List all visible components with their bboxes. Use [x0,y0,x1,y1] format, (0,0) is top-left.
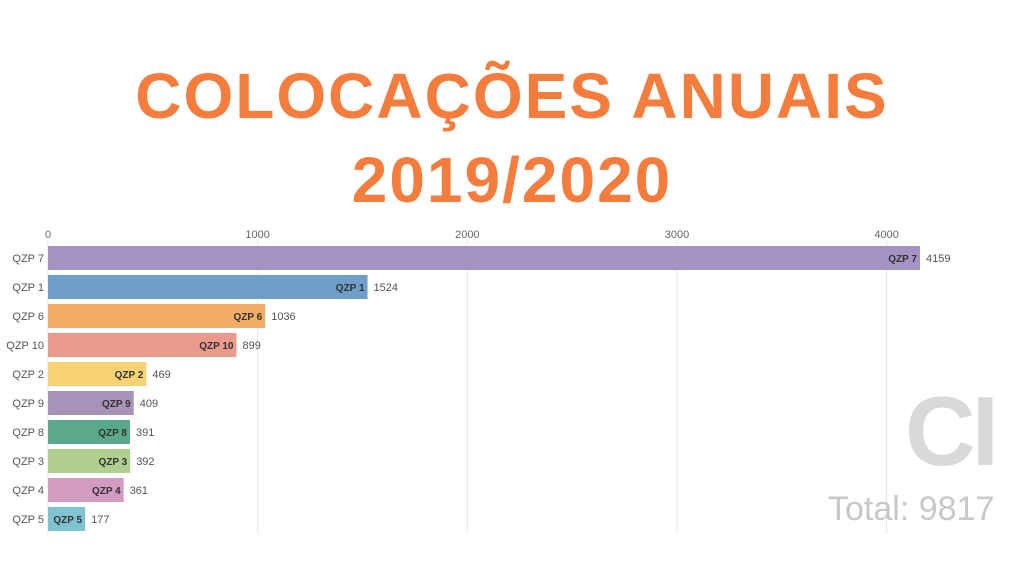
x-tick-label: 3000 [665,229,689,241]
bar-inner-label: QZP 10 [199,341,234,352]
x-tick-label: 4000 [874,229,898,241]
bar [48,362,147,386]
bar [48,449,131,473]
category-label: QZP 1 [12,282,44,294]
bar [48,391,134,415]
bar [48,507,86,531]
bar-inner-label: QZP 6 [233,312,262,323]
data-label: 1524 [374,282,398,294]
data-label: 361 [130,485,148,497]
bar [48,246,920,270]
bar [48,420,130,444]
category-label: QZP 2 [12,369,44,381]
chart-title-line-2: 2019/2020 [351,144,673,216]
data-label: 4159 [926,253,950,265]
bar-inner-label: QZP 9 [102,399,131,410]
category-label: QZP 4 [12,485,44,497]
bar [48,304,266,328]
category-label: QZP 10 [6,340,44,352]
x-tick-label: 1000 [245,229,269,241]
category-label: QZP 6 [12,311,44,323]
bar-inner-label: QZP 8 [98,428,127,439]
data-label: 899 [242,340,260,352]
bar [48,333,237,357]
total-value: 9817 [918,490,995,528]
category-label: QZP 3 [12,456,44,468]
data-label: 391 [136,427,154,439]
category-label: QZP 8 [12,427,44,439]
x-tick-label: 0 [45,229,51,241]
bar-inner-label: QZP 3 [98,457,127,468]
total-readout: Total: 9817 [828,492,994,526]
data-label: 469 [152,369,170,381]
data-label: 177 [91,514,109,526]
bar-inner-label: QZP 2 [115,370,144,381]
data-label: 409 [140,398,158,410]
bar-inner-label: QZP 7 [888,254,917,265]
data-label: 392 [136,456,154,468]
bar-inner-label: QZP 5 [53,515,82,526]
category-label: QZP 9 [12,398,44,410]
category-label: QZP 7 [12,253,44,265]
total-label: Total: [828,490,910,528]
bar [48,478,124,502]
x-tick-label: 2000 [455,229,479,241]
bar [48,275,368,299]
bar-inner-label: QZP 4 [92,486,121,497]
bar-inner-label: QZP 1 [336,283,365,294]
chart-title-line-1: COLOCAÇÕES ANUAIS [135,60,889,132]
category-label: QZP 5 [12,514,44,526]
watermark-logo: CI [905,376,999,486]
data-label: 1036 [271,311,295,323]
